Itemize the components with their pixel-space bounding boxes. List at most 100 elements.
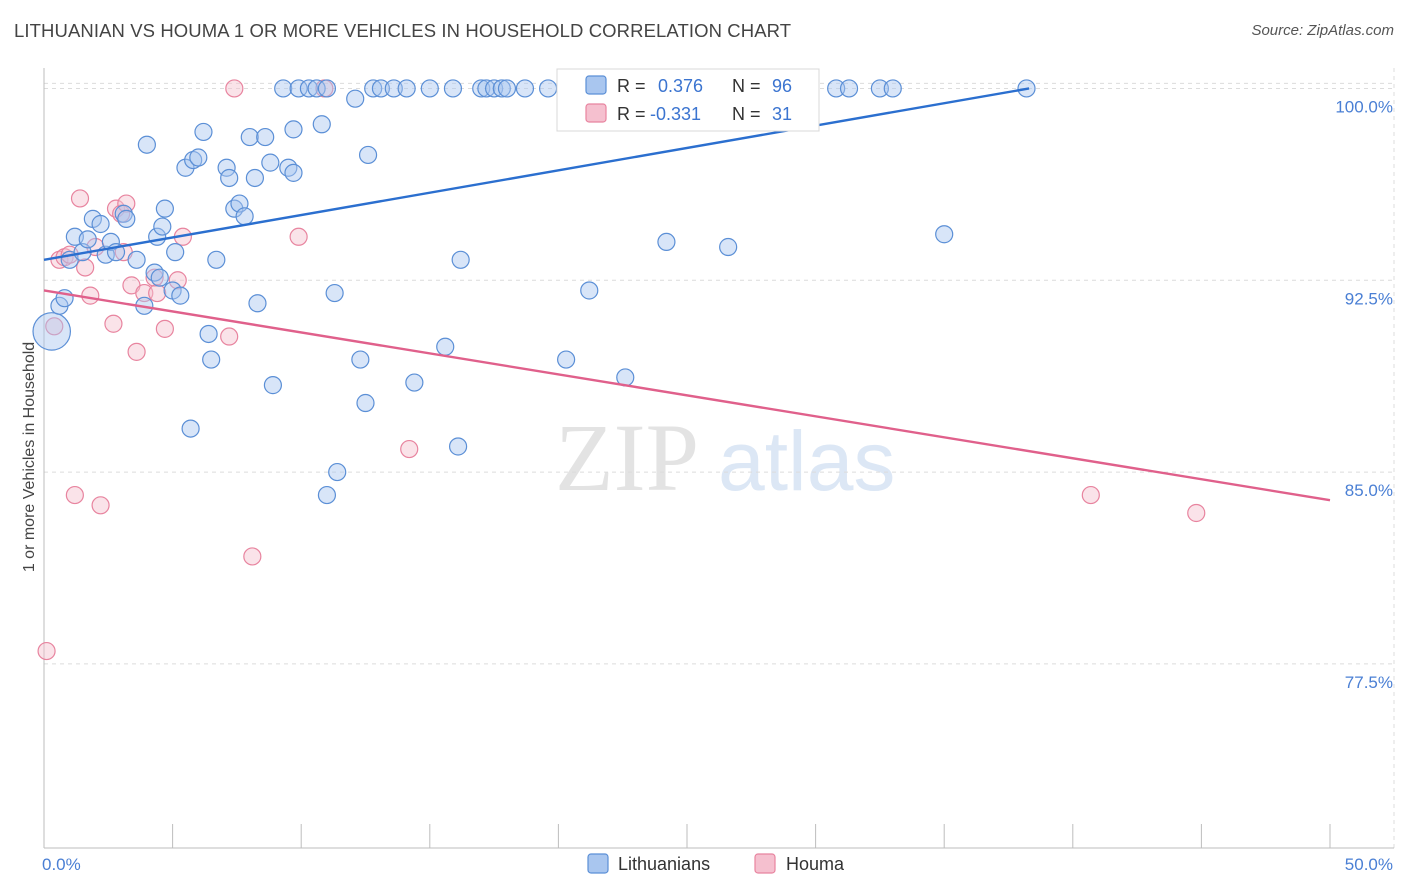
x-tick-label: 50.0% — [1345, 855, 1393, 874]
legend-r-label-pink: R = — [617, 104, 646, 124]
trend-lines — [43, 87, 1331, 502]
y-axis-label: 1 or more Vehicles in Household — [21, 342, 38, 572]
lithuanians-point — [351, 350, 370, 369]
series-legend-swatch-lithuanians — [587, 853, 609, 874]
lithuanians-trend-line — [43, 87, 1030, 261]
legend-n-label-blue: N = — [732, 76, 761, 96]
lithuanians-point — [515, 79, 535, 98]
lithuanians-point — [580, 281, 599, 300]
lithuanians-point — [364, 79, 383, 98]
houma-trend-line — [43, 289, 1331, 502]
lithuanians-point — [346, 89, 365, 108]
lithuanians-point — [284, 120, 303, 139]
houma-point — [1187, 503, 1206, 523]
source-label: Source: ZipAtlas.com — [1251, 22, 1394, 39]
lithuanians-point — [184, 150, 203, 170]
lithuanians-point — [557, 350, 576, 369]
lithuanians-point — [261, 153, 280, 172]
lithuanians-point — [420, 79, 439, 98]
lithuanians-point — [485, 79, 504, 98]
lithuanians-point — [166, 243, 185, 262]
lithuanians-point — [307, 79, 326, 98]
houma-point — [65, 485, 84, 505]
lithuanians-point — [263, 376, 283, 395]
lithuanians-point — [371, 79, 391, 98]
lithuanians-point — [935, 225, 954, 244]
houma-point — [289, 227, 308, 246]
lithuanians-point — [150, 268, 169, 287]
lithuanians-point — [312, 115, 331, 134]
lithuanians-point — [240, 127, 259, 147]
lithuanians-point — [91, 214, 110, 234]
watermark-zip: ZIP — [555, 404, 699, 511]
lithuanians-point — [256, 127, 275, 147]
legend-r-value-pink: -0.331 — [650, 104, 701, 124]
series-legend-houma: Houma — [786, 854, 845, 874]
legend-swatch-pink — [585, 103, 607, 123]
lithuanians-point — [477, 79, 496, 98]
houma-point — [220, 327, 239, 346]
lithuanians-point — [181, 419, 200, 438]
legend-swatch-blue — [585, 75, 607, 95]
houma-point — [400, 439, 419, 459]
lithuanians-points — [32, 79, 1036, 505]
lithuanians-point — [497, 79, 517, 98]
y-tick-label: 85.0% — [1345, 481, 1393, 500]
lithuanians-point — [220, 168, 239, 188]
lithuanians-point — [356, 393, 375, 413]
lithuanians-point — [451, 250, 470, 269]
houma-point — [70, 189, 90, 208]
lithuanians-point — [328, 462, 347, 482]
series-legend-lithuanians: Lithuanians — [618, 854, 710, 874]
lithuanians-point — [78, 230, 97, 249]
legend-r-value-blue: 0.376 — [658, 76, 703, 96]
lithuanians-point — [225, 199, 244, 218]
lithuanians-point — [539, 79, 558, 98]
axes — [43, 68, 1394, 849]
lithuanians-point — [248, 294, 267, 313]
lithuanians-point — [153, 217, 172, 236]
lithuanians-point — [870, 79, 890, 98]
houma-point — [104, 314, 123, 333]
houma-point — [127, 342, 146, 361]
lithuanians-point — [145, 263, 164, 282]
lithuanians-point — [284, 163, 303, 182]
series-legend-swatch-houma — [754, 853, 776, 874]
lithuanians-point — [492, 79, 511, 98]
lithuanians-point — [235, 207, 254, 226]
houma-point — [155, 319, 174, 338]
x-tick-label: 0.0% — [42, 855, 81, 874]
lithuanians-point — [827, 79, 846, 98]
lithuanians-point — [279, 158, 298, 177]
watermark: ZIP atlas — [555, 404, 895, 511]
lithuanians-point — [325, 283, 344, 303]
y-tick-label: 77.5% — [1345, 673, 1393, 692]
lithuanians-point — [443, 79, 463, 98]
lithuanians-point — [207, 250, 226, 269]
houma-point — [148, 283, 167, 303]
lithuanians-point — [839, 79, 859, 98]
tick-labels: 100.0% 92.5% 85.0% 77.5% 0.0% 50.0% — [42, 97, 1393, 874]
houma-point — [81, 286, 100, 305]
lithuanians-point — [171, 286, 190, 305]
chart-title: LITHUANIAN VS HOUMA 1 OR MORE VEHICLES I… — [14, 20, 792, 41]
lithuanians-point — [719, 237, 738, 257]
houma-point — [45, 317, 64, 336]
lithuanians-point — [384, 79, 403, 98]
legend-r-label-blue: R = — [617, 76, 646, 96]
lithuanians-point — [155, 199, 174, 218]
lithuanians-point — [137, 135, 156, 154]
lithuanians-point — [405, 373, 424, 392]
lithuanians-point — [397, 79, 416, 98]
legend-n-value-pink: 31 — [772, 104, 792, 124]
houma-point — [168, 271, 187, 290]
stats-legend: R = 0.376 N = 96 R = -0.331 N = 31 — [556, 68, 820, 132]
lithuanians-point — [101, 232, 120, 252]
watermark-atlas: atlas — [718, 414, 895, 508]
series-legend: Lithuanians Houma — [587, 853, 845, 874]
lithuanians-point — [358, 145, 378, 165]
y-tick-label: 100.0% — [1335, 97, 1393, 116]
lithuanians-point — [194, 122, 213, 142]
lithuanians-point — [317, 79, 337, 98]
